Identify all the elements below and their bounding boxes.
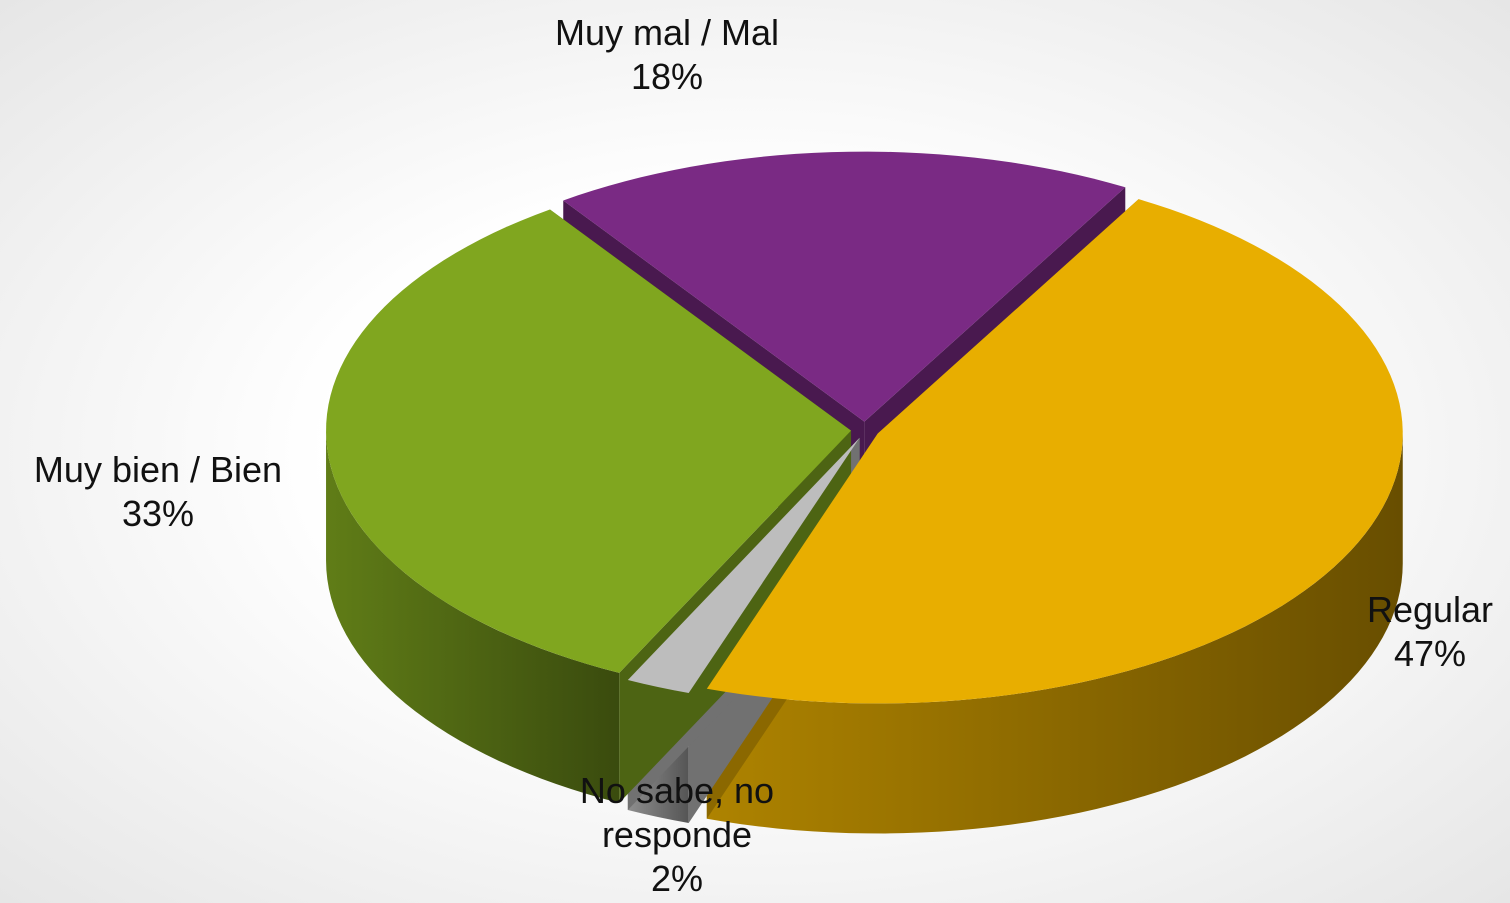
slice: [563, 151, 1126, 422]
slice-side: [326, 430, 620, 803]
value-label: 18%: [630, 56, 704, 97]
category-label: Muy mal / Mal: [554, 12, 780, 53]
value-label: 33%: [121, 493, 195, 534]
category-label: Muy bien / Bien: [33, 449, 283, 490]
category-label: No sabe, no responde: [579, 770, 775, 855]
slice: [627, 437, 860, 694]
value-label: 2%: [650, 858, 704, 899]
slice-label: Muy mal / Mal 18%: [555, 11, 779, 99]
slice: [326, 209, 852, 673]
slice-side: [706, 433, 1403, 834]
value-label: 47%: [1393, 633, 1467, 674]
slice-label: Muy bien / Bien 33%: [34, 448, 282, 536]
category-label: Regular: [1366, 589, 1494, 630]
slice: [706, 199, 1403, 704]
slice-label: Regular 47%: [1367, 588, 1493, 676]
slice-label: No sabe, no responde 2%: [552, 769, 802, 901]
